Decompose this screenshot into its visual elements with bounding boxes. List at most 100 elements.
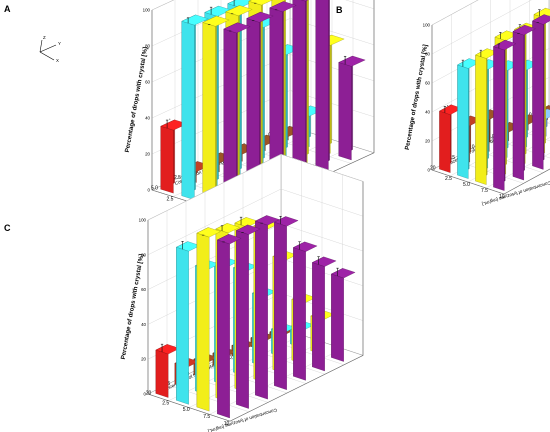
bar-face <box>202 15 230 27</box>
y-tick-label: 0 <box>428 168 431 173</box>
bar-face <box>293 247 306 381</box>
axis-edge <box>147 181 364 422</box>
bar <box>475 48 499 185</box>
y-tick-label: 20 <box>425 139 430 144</box>
bar <box>274 216 299 390</box>
bar <box>457 58 481 179</box>
y-tick-label: 40 <box>425 110 430 115</box>
axis-key-label: X <box>56 58 59 63</box>
gridline <box>147 188 364 255</box>
axis-key-label: Z <box>43 35 46 40</box>
x-tick-label: 20 <box>146 390 152 396</box>
bar-face <box>248 0 273 6</box>
panel-letter: B <box>336 5 343 15</box>
bar-face <box>475 54 487 185</box>
bar <box>217 233 242 419</box>
bar <box>181 14 209 200</box>
bar <box>202 15 230 207</box>
bar <box>338 55 366 161</box>
y-tick-label: 100 <box>139 218 147 223</box>
bar-face <box>269 1 297 12</box>
bar-face <box>202 22 216 207</box>
axis-key-label: Y <box>58 41 61 46</box>
gridline <box>449 121 550 177</box>
bar <box>255 215 280 400</box>
axis-key-line <box>39 39 43 53</box>
z-tick-label: 2.5 <box>445 176 452 182</box>
bars: * <box>439 7 550 191</box>
x-tick-label: 5.0 <box>151 186 158 192</box>
bar <box>269 1 297 192</box>
bars <box>155 215 356 419</box>
bar <box>246 11 274 203</box>
bar-face <box>493 46 505 191</box>
y-tick-label: 0 <box>144 392 147 397</box>
bar-face <box>312 262 325 372</box>
x-tick-label: 0 <box>268 133 271 139</box>
z-tick-label: 2.5 <box>162 400 169 406</box>
bar-face <box>255 220 268 400</box>
bar-face <box>181 20 195 200</box>
bar <box>315 0 330 171</box>
y-tick-label: 80 <box>145 44 150 49</box>
bar <box>293 241 318 381</box>
x-tick-label: 15 <box>449 155 455 161</box>
x-tick-label: 20 <box>430 166 436 172</box>
bar-face <box>196 227 221 238</box>
x-tick-label: 10 <box>469 145 475 151</box>
x-tick-label: 2.5 <box>174 175 181 181</box>
y-axis-label: Percentage of drops with crystal [%] <box>120 253 145 360</box>
gridline <box>172 132 312 197</box>
bar-face <box>331 273 344 362</box>
z-tick-label: 2.5 <box>167 196 174 202</box>
axis-key-line <box>39 44 57 53</box>
bar-face <box>315 0 329 171</box>
bar-face <box>439 110 451 173</box>
bar-face <box>457 64 469 179</box>
bar <box>236 224 261 409</box>
bar-face <box>196 232 210 412</box>
z-tick-label: 10 <box>499 194 505 200</box>
panel-letter: A <box>4 4 11 14</box>
bar <box>223 22 251 214</box>
bar-face <box>512 24 536 36</box>
bar-face <box>246 11 274 23</box>
bar <box>176 241 201 405</box>
y-tick-label: 0 <box>148 188 151 193</box>
bar-face <box>532 14 550 25</box>
bar-face <box>292 0 306 182</box>
bar <box>512 24 536 181</box>
bar-face <box>338 62 352 161</box>
y-tick-label: 20 <box>145 152 150 157</box>
bar-face <box>223 22 251 34</box>
y-tick-label: 80 <box>425 52 430 57</box>
y-tick-label: 40 <box>145 116 150 121</box>
y-tick-label: 60 <box>141 287 146 292</box>
x-tick-label: 5.0 <box>488 134 495 140</box>
gridline <box>467 137 550 183</box>
gridline <box>485 152 550 189</box>
z-tick-label: 5.0 <box>463 182 470 188</box>
bar: * <box>439 104 463 173</box>
bar <box>292 0 309 182</box>
z-tick-label: 7.5 <box>481 188 488 194</box>
bar-face <box>236 224 261 235</box>
bar-face <box>176 246 189 405</box>
z-tick-label: 5.0 <box>183 407 190 413</box>
bar-face <box>255 215 280 226</box>
y-tick-label: 40 <box>141 322 146 327</box>
y-axis-label: Percentage of drops with crystal [%] <box>124 46 149 153</box>
axis-edge <box>431 25 550 195</box>
bar: * <box>160 118 188 194</box>
bar <box>331 267 356 362</box>
y-axis-label: Percentage of drops with crystal [%] <box>404 44 429 151</box>
bar-face <box>160 125 174 194</box>
axis-key: Z Y X <box>39 35 61 63</box>
y-tick-label: 20 <box>141 357 146 362</box>
bar-face <box>236 230 249 409</box>
axis-key-line <box>39 51 55 61</box>
y-tick-label: 80 <box>141 252 146 257</box>
bar-face <box>217 234 242 245</box>
